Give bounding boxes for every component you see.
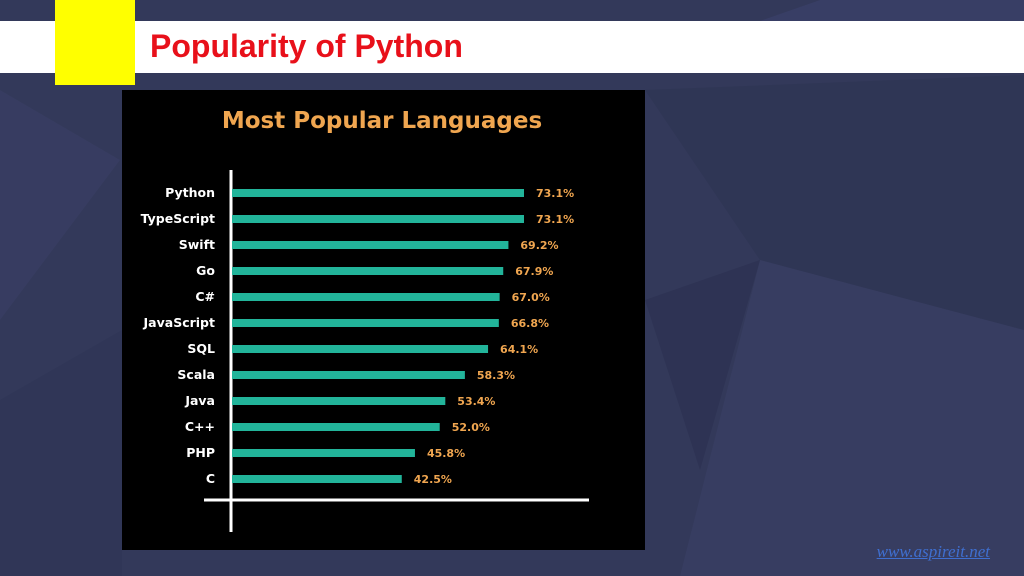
category-label: Swift bbox=[179, 237, 215, 252]
value-label: 67.9% bbox=[515, 265, 553, 278]
bar bbox=[232, 241, 509, 249]
bar bbox=[232, 319, 499, 327]
bar bbox=[232, 293, 500, 301]
accent-block bbox=[55, 0, 135, 85]
bar bbox=[232, 397, 446, 405]
value-label: 42.5% bbox=[414, 473, 452, 486]
value-label: 73.1% bbox=[536, 187, 574, 200]
category-label: Go bbox=[196, 263, 215, 278]
category-label: C++ bbox=[185, 419, 215, 434]
category-label: Scala bbox=[177, 367, 215, 382]
bars: Python 73.1% TypeScript 73.1% Swift 69.2% Go 67… bbox=[141, 185, 575, 486]
value-label: 69.2% bbox=[520, 239, 558, 252]
value-label: 58.3% bbox=[477, 369, 515, 382]
bar bbox=[232, 371, 465, 379]
slide-title: Popularity of Python bbox=[150, 28, 463, 64]
value-label: 53.4% bbox=[457, 395, 495, 408]
chart-title: Most Popular Languages bbox=[222, 108, 542, 134]
bar bbox=[232, 345, 489, 353]
category-label: TypeScript bbox=[141, 211, 215, 226]
title-bar bbox=[0, 21, 1024, 73]
category-label: PHP bbox=[186, 445, 215, 460]
bar bbox=[232, 189, 524, 197]
value-label: 45.8% bbox=[427, 447, 465, 460]
bar bbox=[232, 267, 504, 275]
value-label: 52.0% bbox=[452, 421, 490, 434]
category-label: JavaScript bbox=[143, 315, 215, 330]
bar bbox=[232, 423, 440, 431]
chart-panel: Most Popular Languages Python 73.1% TypeSc… bbox=[122, 90, 645, 550]
category-label: C bbox=[206, 471, 215, 486]
bar bbox=[232, 215, 524, 223]
value-label: 64.1% bbox=[500, 343, 538, 356]
value-label: 73.1% bbox=[536, 213, 574, 226]
bar-chart: Most Popular Languages Python 73.1% TypeSc… bbox=[141, 108, 589, 532]
value-label: 66.8% bbox=[511, 317, 549, 330]
value-label: 67.0% bbox=[512, 291, 550, 304]
category-label: Python bbox=[165, 185, 215, 200]
category-label: SQL bbox=[187, 341, 215, 356]
website-link[interactable]: www.aspireit.net bbox=[876, 542, 990, 561]
category-label: C# bbox=[195, 289, 215, 304]
bar bbox=[232, 475, 402, 483]
bar bbox=[232, 449, 415, 457]
category-label: Java bbox=[184, 393, 215, 408]
